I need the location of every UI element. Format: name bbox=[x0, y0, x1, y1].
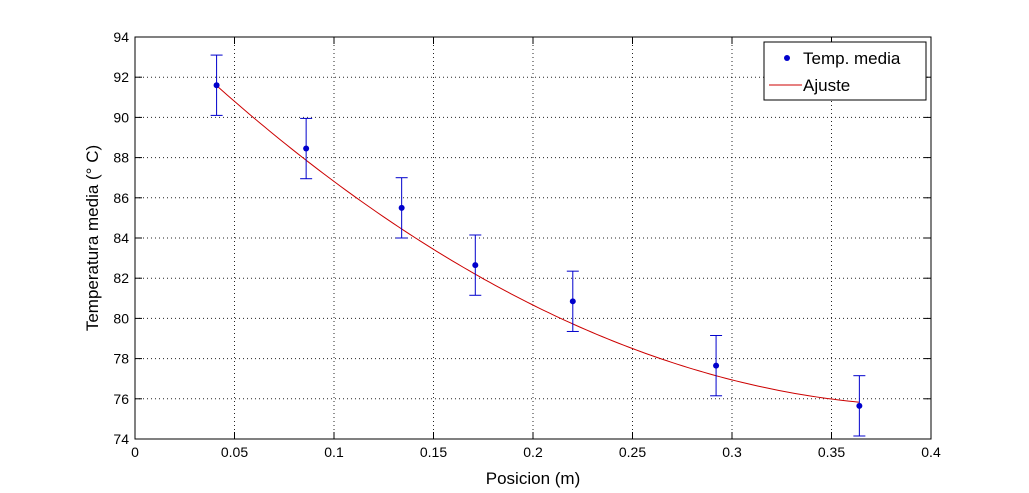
x-tick-label: 0.35 bbox=[818, 444, 845, 460]
x-tick-label: 0.1 bbox=[324, 444, 344, 460]
y-tick-label: 94 bbox=[113, 29, 129, 45]
x-axis-label: Posicion (m) bbox=[486, 469, 580, 488]
legend: Temp. media Ajuste bbox=[763, 41, 927, 101]
data-point bbox=[303, 145, 310, 152]
data-point bbox=[398, 204, 405, 211]
data-point-group bbox=[710, 334, 723, 397]
y-tick-label: 80 bbox=[113, 310, 129, 326]
x-tick-label: 0.25 bbox=[619, 444, 646, 460]
data-point-group bbox=[853, 375, 866, 437]
data-point bbox=[472, 262, 479, 269]
x-tick-label: 0.3 bbox=[722, 444, 742, 460]
y-tick-label: 74 bbox=[113, 431, 129, 447]
legend-marker-temp-media bbox=[784, 55, 790, 61]
data-point bbox=[713, 362, 720, 369]
legend-box bbox=[763, 41, 927, 101]
x-tick-label: 0.05 bbox=[221, 444, 248, 460]
y-tick-label: 86 bbox=[113, 190, 129, 206]
data-point-group bbox=[210, 54, 223, 116]
data-point-group bbox=[469, 234, 482, 296]
x-tick-label: 0 bbox=[131, 444, 139, 460]
legend-label-ajuste: Ajuste bbox=[803, 76, 850, 95]
grid-layer bbox=[135, 37, 931, 439]
x-tick-label: 0.15 bbox=[420, 444, 447, 460]
data-point-group bbox=[566, 270, 579, 332]
y-tick-label: 90 bbox=[113, 109, 129, 125]
y-tick-label: 88 bbox=[113, 150, 129, 166]
y-tick-label: 76 bbox=[113, 391, 129, 407]
legend-label-temp-media: Temp. media bbox=[803, 49, 901, 68]
data-point-group bbox=[395, 177, 408, 239]
x-tick-label: 0.4 bbox=[921, 444, 941, 460]
data-point bbox=[856, 402, 863, 409]
fit-layer bbox=[216, 85, 860, 403]
y-tick-label: 84 bbox=[113, 230, 129, 246]
y-tick-label: 92 bbox=[113, 69, 129, 85]
y-axis-label: Temperatura media (° C) bbox=[83, 145, 102, 331]
points-layer bbox=[210, 54, 866, 437]
fit-line-ajuste bbox=[216, 85, 860, 403]
ticks-layer: 0 0.05 0.1 0.15 0.2 0.25 0.3 0.35 0.4 74 76 78 80 82 8… bbox=[113, 29, 941, 460]
data-point bbox=[213, 82, 220, 89]
x-tick-label: 0.2 bbox=[523, 444, 543, 460]
data-point-group bbox=[300, 117, 313, 180]
y-tick-label: 78 bbox=[113, 351, 129, 367]
data-point bbox=[569, 298, 576, 305]
y-tick-label: 82 bbox=[113, 270, 129, 286]
